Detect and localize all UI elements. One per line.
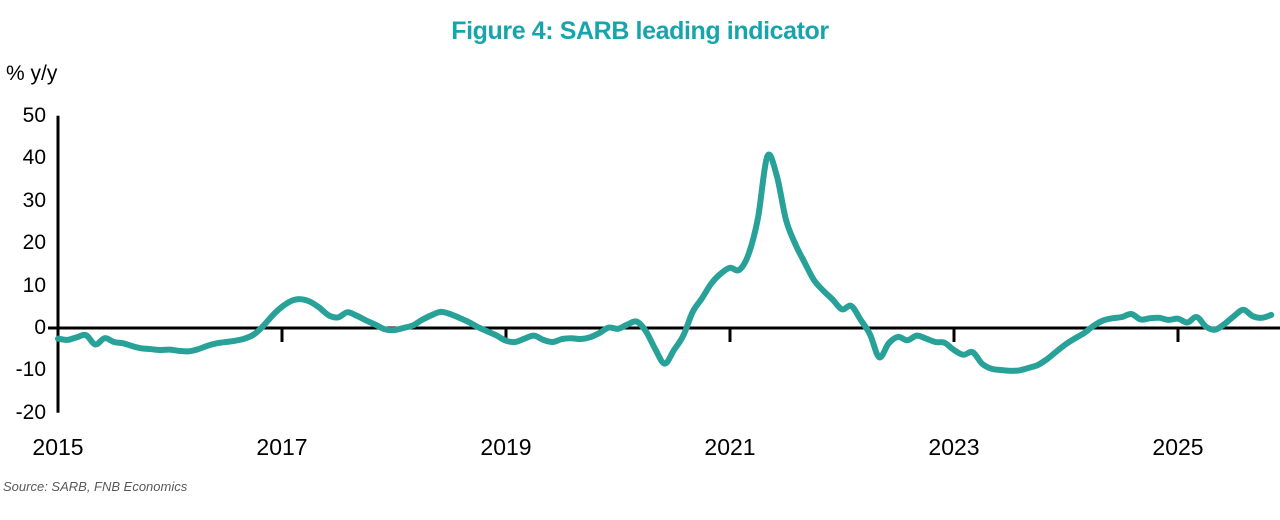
y-tick-label: -20 xyxy=(15,401,46,424)
x-tick-label: 2021 xyxy=(704,434,756,460)
chart-title: Figure 4: SARB leading indicator xyxy=(451,17,829,45)
x-tick-label: 2019 xyxy=(480,434,532,460)
y-tick-label: 40 xyxy=(22,146,46,169)
x-tick-label: 2017 xyxy=(256,434,308,460)
y-tick-label: 0 xyxy=(34,316,46,339)
y-tick-label: 20 xyxy=(22,231,46,254)
y-tick-label: 50 xyxy=(22,104,46,127)
y-tick-label: -10 xyxy=(15,358,46,381)
source-note: Source: SARB, FNB Economics xyxy=(3,479,188,494)
y-tick-label: 10 xyxy=(22,274,46,297)
x-tick-label: 2023 xyxy=(928,434,980,460)
y-tick-label: 30 xyxy=(22,189,46,212)
x-tick-label: 2015 xyxy=(32,434,84,460)
x-tick-label: 2025 xyxy=(1152,434,1204,460)
y-axis-unit-label: % y/y xyxy=(6,62,58,85)
indicator-line-series xyxy=(55,151,1275,374)
